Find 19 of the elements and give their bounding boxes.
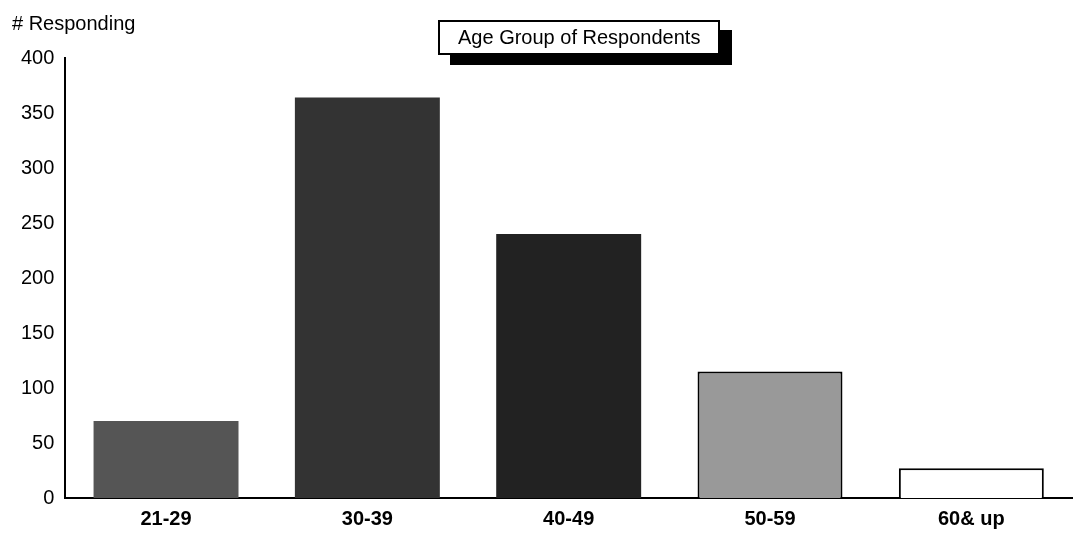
y-tick-label: 150 (20, 320, 55, 343)
x-tick-label: 60& up (937, 506, 1005, 529)
bar (93, 421, 239, 498)
bar (294, 97, 440, 498)
y-tick-label: 0 (43, 485, 55, 508)
x-tick-label: 21-29 (140, 506, 192, 529)
x-tick-label: 40-49 (543, 506, 595, 529)
y-tick-label: 350 (20, 100, 55, 123)
bar (496, 234, 642, 498)
y-tick-label: 400 (20, 45, 55, 68)
y-axis-title: # Responding (12, 12, 136, 35)
x-tick-label: 30-39 (341, 506, 393, 529)
y-tick-label: 300 (20, 155, 55, 178)
y-tick-label: 100 (20, 375, 55, 398)
y-tick-label: 250 (20, 210, 55, 233)
chart-title: Age Group of Respondents (438, 20, 721, 55)
y-tick-label: 50 (32, 430, 55, 453)
y-tick-label: 200 (20, 265, 55, 288)
x-tick-label: 50-59 (744, 506, 796, 529)
